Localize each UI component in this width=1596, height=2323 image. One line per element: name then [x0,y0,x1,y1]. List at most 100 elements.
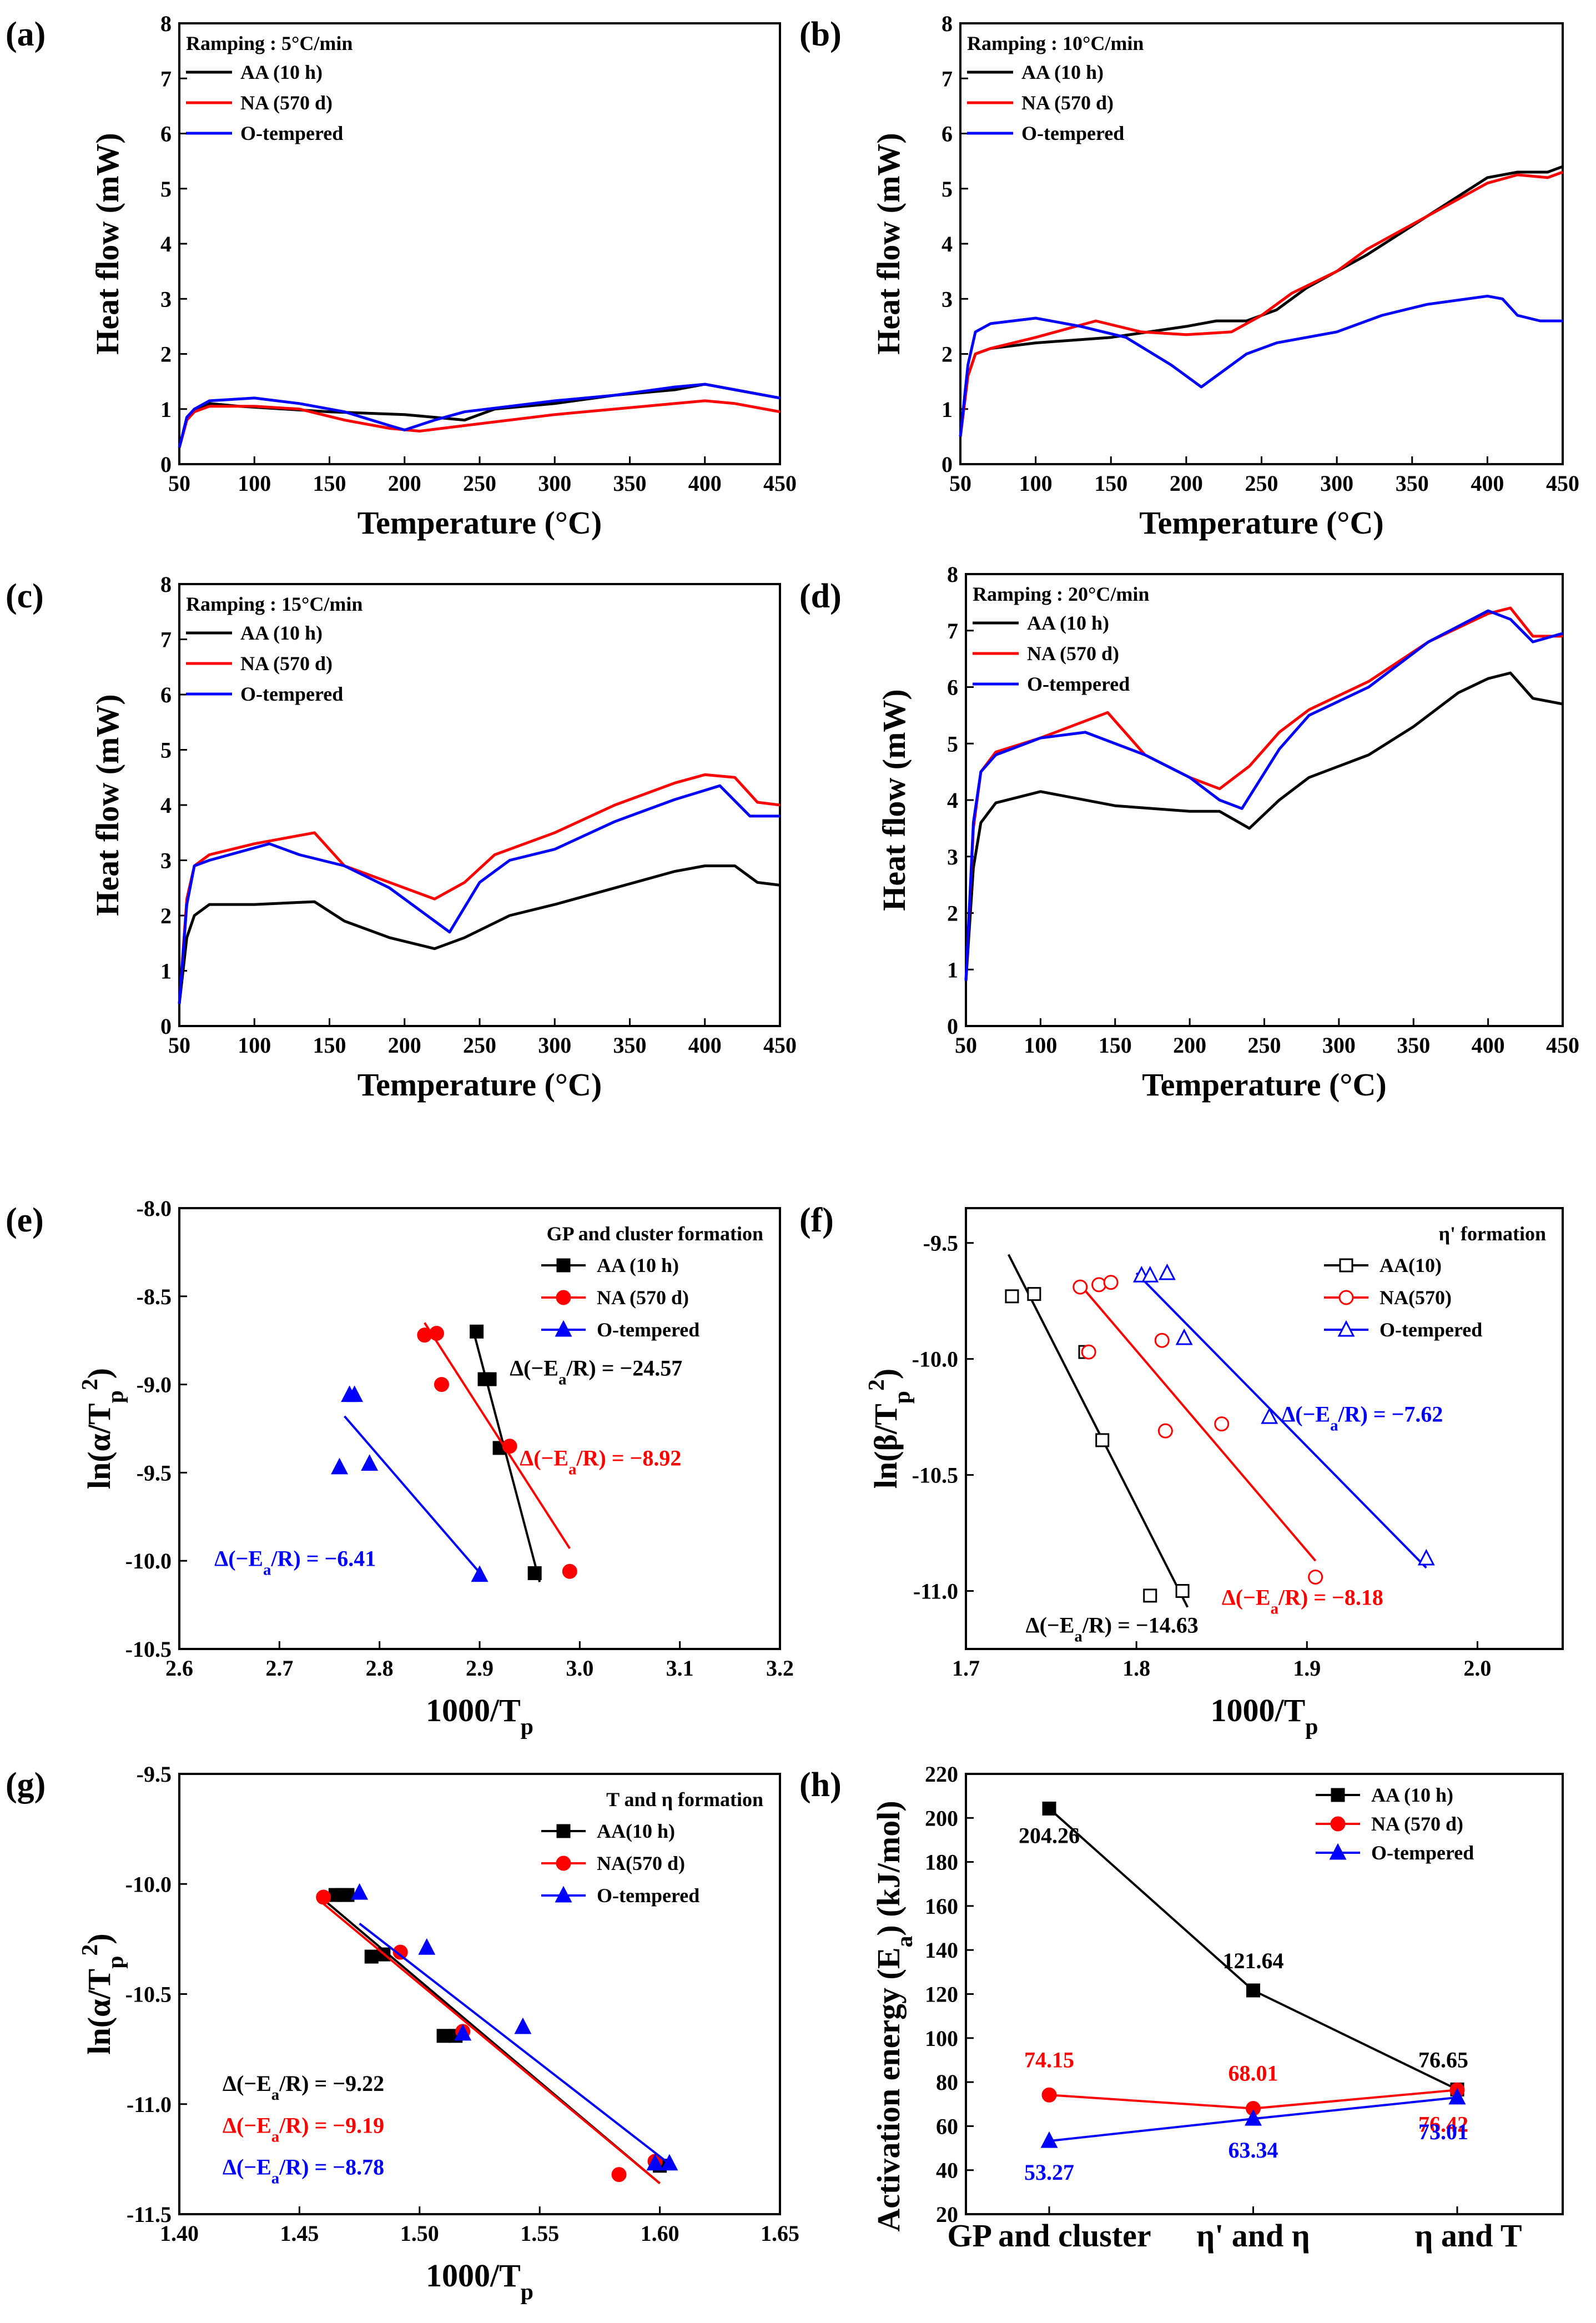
x-tick-label: 300 [538,1033,571,1058]
y-tick-label: 7 [160,627,172,652]
legend-label: O-tempered [1021,122,1124,144]
x-tick-label: 250 [1245,471,1278,496]
data-point [1261,1407,1278,1424]
data-point [351,1883,369,1900]
x-tick-label: 50 [955,1033,977,1058]
legend-label: NA(570 d) [597,1852,685,1874]
legend-marker-half [560,1888,567,1894]
legend-marker-half [557,1857,570,1863]
data-point [1027,1287,1041,1301]
fit-line [471,1328,541,1582]
data-point [1041,2087,1057,2103]
data-label: 53.27 [1024,2160,1074,2185]
legend-marker [1330,1816,1346,1832]
legend-title: η' formation [1439,1223,1546,1245]
plot-frame [959,22,1564,465]
fit-line [424,1322,571,1550]
series-line [959,294,1563,437]
panel-c: (c) 50 100 150 200 250 300 350 400 450 0 1 2 3 4 5 6 7 8 Ra… [6,572,797,1103]
x-tick-label: 2.6 [165,1656,193,1681]
fit-line [344,1415,486,1580]
legend-marker [555,1885,572,1903]
x-tick-label: 200 [388,471,421,496]
plot-frame [965,1207,1564,1650]
x-axis-label: Temperature (°C) [1139,505,1383,541]
panel-letter: (a) [6,16,46,53]
data-point [1073,1279,1088,1295]
y-axis-label: Heat flow (mW) [870,133,907,354]
legend-label: O-tempered [1371,1842,1474,1864]
slope-annotation: Δ(−Ea/R) = −6.41 [214,1546,376,1579]
data-point-half [316,1890,330,1898]
data-point-half [519,2019,526,2026]
y-tick-label: 1 [160,397,172,422]
data-point [1246,1983,1260,1998]
legend-label: NA (570 d) [1021,92,1114,114]
data-point [1417,1548,1435,1566]
legend-marker [556,1258,571,1273]
data-label: 204.26 [1019,1823,1080,1848]
y-tick-label: 8 [160,11,172,36]
x-tick-label: 400 [1472,1033,1505,1058]
x-tick-label: 450 [763,471,797,496]
data-point [1157,1423,1173,1439]
legend-title: GP and cluster formation [547,1223,763,1245]
slope-annotation: Δ(−Ea/R) = −7.62 [1281,1401,1443,1434]
x-tick-label: 150 [313,471,346,496]
data-point [1308,1569,1323,1585]
legend-label: AA (10 h) [240,61,323,83]
legend-label: AA(10) [1379,1254,1442,1276]
y-tick-label: -11.0 [127,2092,172,2117]
panel-e: (e) 2.6 2.7 2.8 2.9 3.0 3.1 3.2 -10.5 -10.0 -9.5 -9… [6,1196,794,1739]
y-axis-label: ln(α/Tp2) [77,1368,128,1489]
slope-annotation: Δ(−Ea/R) = −9.22 [223,2071,384,2104]
data-point-half [329,1889,342,1895]
data-point [1175,1584,1190,1598]
x-tick-label: 250 [463,471,496,496]
fit-line [1008,1254,1189,1608]
legend-label: AA (10 h) [597,1254,679,1276]
x-tick-label: 300 [1320,471,1353,496]
y-tick-label: 160 [925,1894,958,1919]
category-label: η and T [1414,2218,1522,2254]
legend-label: NA (570 d) [1371,1813,1463,1835]
x-tick-label: 200 [388,1033,421,1058]
y-tick-label: 8 [947,562,958,587]
series-line [964,671,1563,981]
x-tick-label: 150 [1099,1033,1132,1058]
data-point [417,1328,432,1343]
plot-frame [178,22,781,465]
y-tick-label: 60 [936,2114,958,2139]
y-tick-label: 4 [160,232,172,257]
y-tick-label: 6 [160,122,172,147]
y-tick-label: 6 [942,122,953,147]
y-tick-label: 5 [160,738,172,763]
panel-g: (g) 1.40 1.45 1.50 1.55 1.60 1.65 -11.5 -11.0 -10… [6,1762,799,2305]
y-tick-label: 8 [942,11,953,36]
legend-label: O-tempered [240,683,343,705]
y-tick-label: 1 [160,959,172,984]
y-tick-label: 0 [160,1014,172,1039]
data-point [471,1565,489,1582]
x-tick-label: 1.60 [641,2221,679,2246]
series-line [178,383,781,448]
y-tick-label: 4 [942,232,953,257]
y-tick-label: -9.5 [923,1231,958,1256]
x-tick-label: 450 [1546,471,1579,496]
data-point [1143,1588,1157,1603]
data-label: 76.42 [1418,2111,1468,2136]
data-point [514,2017,532,2034]
y-axis-label: ln(β/Tp2) [864,1369,915,1489]
data-point [1175,1328,1193,1345]
x-tick-label: 100 [1024,1033,1057,1058]
data-point [1081,1344,1096,1360]
data-point-half [341,1889,354,1895]
fit-line [359,1923,673,2167]
panel-letter: (e) [6,1201,44,1239]
y-tick-label: -9.0 [137,1372,172,1397]
legend-marker [1337,1320,1355,1337]
slope-annotation: Δ(−Ea/R) = −8.78 [223,2155,384,2188]
series-line [178,784,780,1004]
legend-marker-half [557,1825,570,1831]
